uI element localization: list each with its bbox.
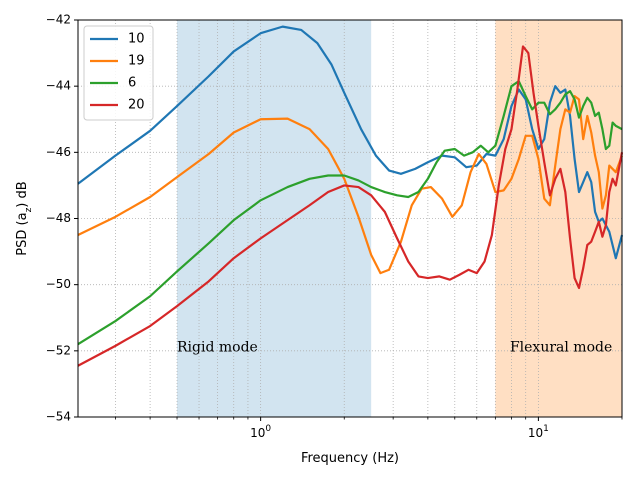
y-tick-label: −48 (46, 211, 71, 225)
legend-label-20: 20 (128, 98, 145, 113)
x-tick-label: 100 (250, 424, 271, 440)
axis-ticks: −42 −44 −46 −48 −50 −52 −54 100 101 (46, 13, 623, 440)
legend-label-19: 19 (128, 54, 145, 69)
region-band-1 (177, 20, 372, 417)
region-label-2: Flexural mode (510, 340, 612, 356)
x-tick-label: 101 (528, 424, 549, 440)
series-line-19 (77, 94, 624, 275)
series-line-20 (77, 45, 624, 367)
y-tick-label: −52 (46, 343, 71, 357)
legend-box (83, 25, 154, 121)
y-tick-label: −50 (46, 277, 71, 291)
y-axis-label-subscript: z (24, 207, 34, 212)
x-axis-label: Frequency (Hz) (301, 451, 399, 466)
y-tick-label: −46 (46, 145, 71, 159)
y-tick-label: −42 (46, 13, 71, 27)
y-tick-label: −44 (46, 79, 71, 93)
series-lines (77, 25, 624, 367)
region-label-1: Rigid mode (177, 340, 258, 356)
legend: 10 19 6 20 (83, 25, 154, 121)
legend-label-10: 10 (128, 32, 145, 47)
y-axis-label: PSD (az) dB (15, 181, 34, 255)
series-line-10 (77, 25, 624, 260)
y-tick-label: −54 (46, 410, 71, 424)
region-labels: Rigid mode Flexural mode (177, 340, 612, 356)
series-line-6 (77, 80, 623, 346)
legend-label-6: 6 (128, 76, 136, 91)
